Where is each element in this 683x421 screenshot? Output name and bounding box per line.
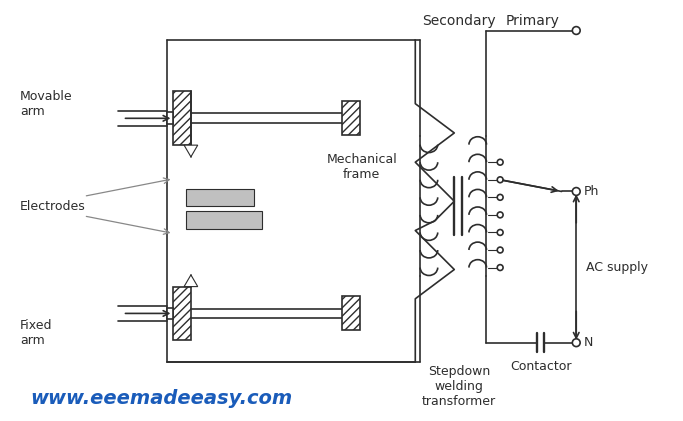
Circle shape	[572, 27, 580, 35]
Text: Mechanical
frame: Mechanical frame	[326, 153, 397, 181]
FancyBboxPatch shape	[173, 287, 191, 340]
Text: Fixed
arm: Fixed arm	[20, 319, 53, 347]
Circle shape	[572, 188, 580, 195]
Polygon shape	[184, 275, 198, 287]
FancyBboxPatch shape	[342, 101, 360, 136]
Circle shape	[497, 247, 503, 253]
Text: Stepdown
welding
transformer: Stepdown welding transformer	[422, 365, 497, 408]
Circle shape	[497, 229, 503, 235]
Text: Contactor: Contactor	[510, 360, 572, 373]
Text: www.eeemadeeasy.com: www.eeemadeeasy.com	[31, 389, 293, 408]
Text: Secondary: Secondary	[422, 14, 496, 28]
Text: N: N	[584, 336, 594, 349]
Circle shape	[497, 195, 503, 200]
FancyBboxPatch shape	[186, 189, 254, 206]
FancyBboxPatch shape	[342, 296, 360, 330]
FancyBboxPatch shape	[167, 308, 173, 319]
Text: Electrodes: Electrodes	[20, 200, 86, 213]
Text: Primary: Primary	[505, 14, 559, 28]
FancyBboxPatch shape	[173, 91, 191, 145]
Circle shape	[497, 212, 503, 218]
Circle shape	[497, 159, 503, 165]
FancyBboxPatch shape	[167, 112, 173, 124]
Circle shape	[497, 265, 503, 271]
Text: Movable
arm: Movable arm	[20, 90, 73, 118]
Text: AC supply: AC supply	[586, 261, 648, 274]
Circle shape	[572, 339, 580, 346]
Polygon shape	[184, 145, 198, 157]
Text: Ph: Ph	[584, 185, 600, 198]
FancyBboxPatch shape	[186, 211, 262, 229]
Circle shape	[497, 177, 503, 183]
